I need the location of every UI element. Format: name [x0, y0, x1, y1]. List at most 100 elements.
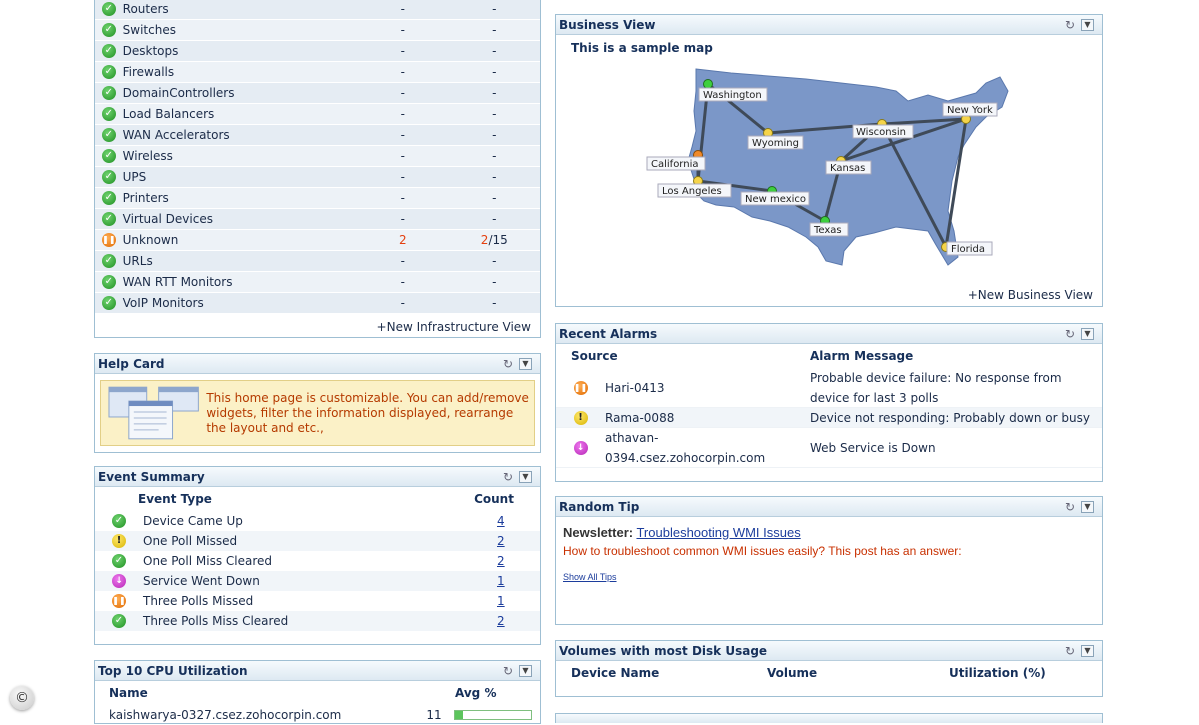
ok-status-icon: ✓	[101, 275, 116, 290]
new-infrastructure-view-link[interactable]: +New Infrastructure View	[376, 320, 531, 334]
row-name: Desktops	[122, 44, 179, 58]
event-summary-widget: Event Summary ↻ ▼ Event Type Count ✓ Devic…	[94, 466, 541, 645]
row-count-2: -	[492, 149, 497, 163]
ok-status-icon: ✓	[101, 2, 116, 17]
table-header: Device Name Volume Utilization (%)	[556, 661, 1102, 685]
event-type: One Poll Miss Cleared	[143, 554, 273, 568]
city-label: Florida	[951, 244, 985, 255]
event-count-link[interactable]: 2	[497, 554, 505, 568]
table-row[interactable]: ✓ Firewalls - -	[95, 62, 540, 83]
table-row[interactable]: ✓ UPS - -	[95, 167, 540, 188]
copyright-badge-icon[interactable]: ©	[10, 686, 34, 710]
row-name: DomainControllers	[122, 86, 235, 100]
table-row[interactable]: ✓ DomainControllers - -	[95, 83, 540, 104]
tip-link[interactable]: Troubleshooting WMI Issues	[636, 525, 801, 540]
help-text: This home page is customizable. You can …	[206, 390, 529, 435]
row-name: Wireless	[122, 149, 173, 163]
dropdown-icon[interactable]: ▼	[1081, 500, 1094, 513]
event-count-link[interactable]: 4	[497, 514, 505, 528]
row-count-2: -	[492, 191, 497, 205]
new-business-view-link[interactable]: +New Business View	[967, 288, 1093, 302]
table-row[interactable]: ✓ WAN RTT Monitors - -	[95, 272, 540, 293]
row-count-2[interactable]: 2/15	[449, 233, 540, 247]
ok-status-icon: ✓	[101, 212, 116, 227]
widget-title: Help Card	[98, 356, 165, 371]
dropdown-icon[interactable]: ▼	[519, 470, 532, 483]
row-count-1: -	[400, 107, 405, 121]
warning-status-icon: !	[112, 534, 126, 549]
column-header-event-type: Event Type	[138, 492, 212, 506]
table-header: Name Avg %	[95, 681, 540, 705]
dropdown-icon[interactable]: ▼	[1081, 327, 1094, 340]
critical-status-icon: ❚❚	[573, 380, 588, 395]
table-row: ✓ One Poll Miss Cleared 2	[95, 551, 540, 571]
recent-alarms-widget: Recent Alarms ↻ ▼ Source Alarm Message ❚❚…	[555, 323, 1103, 482]
refresh-icon[interactable]: ↻	[502, 356, 513, 371]
event-count-link[interactable]: 2	[497, 614, 505, 628]
row-count-2: -	[492, 65, 497, 79]
business-view-widget: Business View ↻ ▼ This is a sample map	[555, 14, 1103, 307]
ok-status-icon: ✓	[112, 554, 126, 569]
event-count-link[interactable]: 1	[497, 574, 505, 588]
dropdown-icon[interactable]: ▼	[519, 357, 532, 370]
table-row[interactable]: ✓ Desktops - -	[95, 41, 540, 62]
refresh-icon[interactable]: ↻	[1064, 643, 1075, 658]
table-row[interactable]: ! Rama-0088 Device not responding: Proba…	[556, 408, 1102, 428]
table-row[interactable]: ✓ Switches - -	[95, 20, 540, 41]
city-label: Kansas	[830, 163, 865, 174]
table-row[interactable]: ✓ WAN Accelerators - -	[95, 125, 540, 146]
dropdown-icon[interactable]: ▼	[519, 664, 532, 677]
widget-title: Recent Alarms	[559, 326, 658, 341]
business-map[interactable]: Washington Wyoming Wisconsin New York Ca…	[556, 61, 1102, 281]
dropdown-icon[interactable]: ▼	[1081, 644, 1094, 657]
row-count-1: -	[400, 23, 405, 37]
city-node[interactable]	[703, 79, 713, 89]
row-count-2: -	[492, 170, 497, 184]
refresh-icon[interactable]: ↻	[1064, 17, 1075, 32]
table-row[interactable]: ❚❚ Hari-0413 Probable device failure: No…	[556, 368, 1102, 408]
table-row[interactable]: ✓ Printers - -	[95, 188, 540, 209]
row-count-2: -	[492, 44, 497, 58]
table-row[interactable]: ✓ Load Balancers - -	[95, 104, 540, 125]
row-count-1: -	[400, 149, 405, 163]
ok-status-icon: ✓	[101, 107, 116, 122]
refresh-icon[interactable]: ↻	[502, 469, 513, 484]
table-row[interactable]: ✓ VoIP Monitors - -	[95, 293, 540, 314]
table-row[interactable]: ↓ athavan-0394.csez.zohocorpin.com Web S…	[556, 428, 1102, 468]
row-count-1: -	[400, 191, 405, 205]
table-row[interactable]: ✓ Wireless - -	[95, 146, 540, 167]
table-row: ! One Poll Missed 2	[95, 531, 540, 551]
table-row[interactable]: kaishwarya-0327.csez.zohocorpin.com 11	[95, 705, 540, 725]
row-count-1: -	[400, 128, 405, 142]
city-label: New York	[947, 105, 993, 116]
city-label: Los Angeles	[662, 186, 722, 197]
alarm-source[interactable]: athavan-0394.csez.zohocorpin.com	[605, 430, 766, 465]
row-count-2: -	[492, 107, 497, 121]
table-row[interactable]: ✓ Routers - -	[95, 0, 540, 20]
refresh-icon[interactable]: ↻	[502, 663, 513, 678]
ok-status-icon: ✓	[101, 149, 116, 164]
alarm-source[interactable]: Rama-0088	[605, 410, 675, 425]
table-row[interactable]: ❚❚ Unknown 2 2/15	[95, 230, 540, 251]
refresh-icon[interactable]: ↻	[1064, 326, 1075, 341]
event-type: Three Polls Missed	[143, 594, 254, 608]
row-name: Load Balancers	[122, 107, 215, 121]
row-count-2: -	[492, 23, 497, 37]
city-label: Texas	[813, 225, 842, 236]
row-count-1: -	[400, 170, 405, 184]
column-header-utilization: Utilization (%)	[949, 666, 1046, 680]
show-all-tips-link[interactable]: Show All Tips	[563, 572, 617, 582]
alarm-source[interactable]: Hari-0413	[605, 380, 665, 395]
event-type: One Poll Missed	[143, 534, 238, 548]
dropdown-icon[interactable]: ▼	[1081, 18, 1094, 31]
widget-header: Business View ↻ ▼	[556, 15, 1102, 35]
help-card-body: This home page is customizable. You can …	[100, 380, 535, 446]
table-row[interactable]: ✓ Virtual Devices - -	[95, 209, 540, 230]
critical-status-icon: ❚❚	[101, 233, 116, 248]
event-count-link[interactable]: 2	[497, 534, 505, 548]
row-count-1[interactable]: 2	[398, 233, 407, 247]
event-count-link[interactable]: 1	[497, 594, 505, 608]
table-row[interactable]: ✓ URLs - -	[95, 251, 540, 272]
table-row: ↓ Service Went Down 1	[95, 571, 540, 591]
refresh-icon[interactable]: ↻	[1064, 499, 1075, 514]
